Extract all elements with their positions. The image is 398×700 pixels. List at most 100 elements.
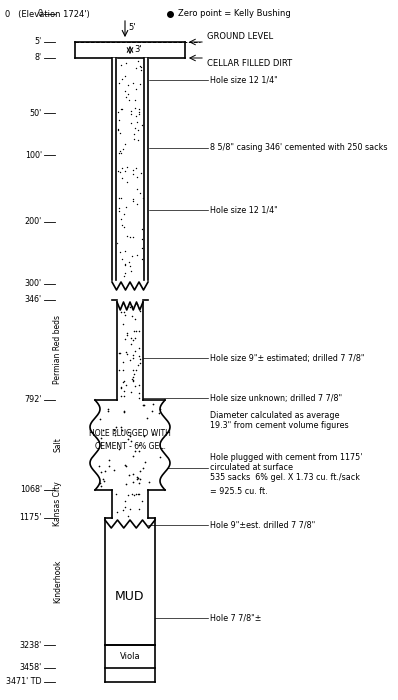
Point [136,477,142,489]
Point [132,94,139,106]
Point [113,421,119,433]
Point [120,377,127,388]
Point [133,325,140,336]
Point [105,403,111,414]
Point [140,463,146,474]
Point [146,477,152,488]
Point [136,351,142,362]
Point [135,108,142,120]
Point [125,490,131,501]
Point [119,74,125,85]
Point [126,470,133,481]
Point [133,110,139,121]
Point [122,139,128,150]
Point [122,333,128,344]
Text: = 925.5 cu. ft.: = 925.5 cu. ft. [210,487,267,496]
Point [128,436,134,447]
Point [118,59,124,70]
Point [115,106,121,118]
Point [131,368,137,379]
Point [133,162,139,173]
Point [117,421,124,433]
Point [121,270,127,281]
Point [148,406,155,417]
Point [131,128,137,139]
Text: 3': 3' [134,46,142,55]
Point [129,477,136,488]
Point [135,124,141,135]
Point [116,193,122,204]
Point [130,450,137,461]
Point [134,473,140,484]
Point [102,466,109,477]
Point [119,163,125,174]
Point [96,461,102,472]
Point [101,475,107,486]
Point [136,103,142,114]
Point [137,78,143,90]
Point [123,57,129,68]
Text: Hole plugged with cement from 1175': Hole plugged with cement from 1175' [210,454,362,463]
Point [150,428,156,440]
Point [123,202,129,213]
Point [121,501,128,512]
Point [121,208,127,219]
Point [134,471,140,482]
Point [121,307,127,318]
Point [138,64,144,76]
Point [137,353,144,364]
Point [142,456,148,467]
Point [118,390,124,401]
Point [135,440,142,451]
Point [123,461,129,472]
Text: Hole 7 7/8"±: Hole 7 7/8"± [210,613,261,622]
Point [135,106,142,118]
Point [118,382,125,393]
Point [121,258,128,269]
Point [125,510,131,522]
Point [116,145,123,156]
Point [120,505,127,516]
Text: HOLE PLUGGED WITH
CEMENT - 6% GEL.: HOLE PLUGGED WITH CEMENT - 6% GEL. [89,429,171,451]
Text: Viola: Viola [120,652,140,661]
Text: 3471' TD: 3471' TD [6,678,42,687]
Point [122,309,129,321]
Point [122,496,129,507]
Point [127,301,133,312]
Text: 0   (Elevation 1724'): 0 (Elevation 1724') [5,10,90,18]
Point [136,446,142,457]
Point [129,251,136,262]
Point [139,253,145,265]
Point [122,267,128,279]
Text: 8': 8' [35,53,42,62]
Text: Hole size unknown; drilled 7 7/8": Hole size unknown; drilled 7 7/8" [210,393,342,402]
Point [157,452,164,463]
Point [98,467,104,478]
Point [130,335,136,346]
Point [127,430,133,441]
Point [115,77,122,88]
Point [136,488,142,499]
Point [121,390,127,401]
Point [123,346,129,358]
Point [128,374,135,385]
Point [137,306,143,317]
Point [132,332,138,343]
Point [127,117,134,128]
Point [119,424,125,435]
Point [139,496,146,507]
Point [137,188,143,199]
Text: Kinderhook: Kinderhook [53,560,62,603]
Point [129,164,136,175]
Point [132,102,138,113]
Point [126,94,132,106]
Point [128,108,135,120]
Point [130,375,137,386]
Point [123,230,130,241]
Point [137,466,143,477]
Point [98,432,104,443]
Point [117,214,124,225]
Point [127,354,133,365]
Text: 3238': 3238' [20,640,42,650]
Point [139,233,145,244]
